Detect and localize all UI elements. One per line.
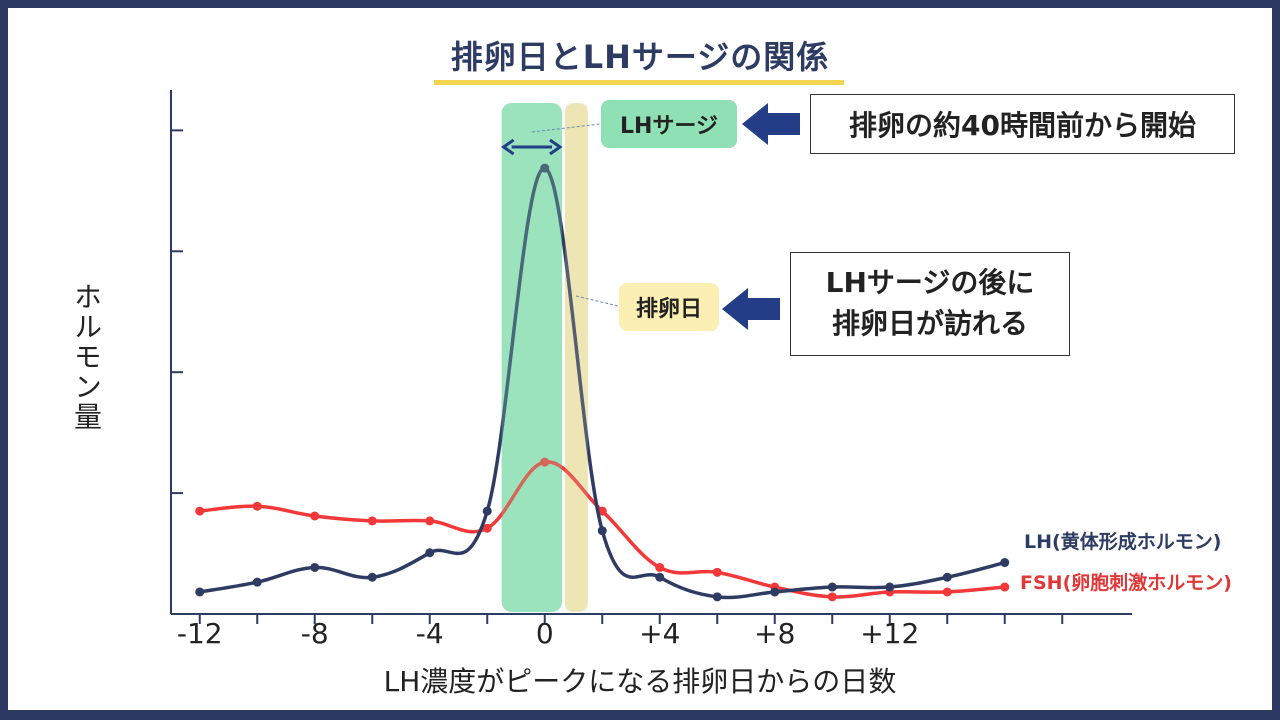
lh-point bbox=[770, 587, 780, 597]
legend-fsh: FSH(卵胞刺激ホルモン) bbox=[1020, 572, 1232, 594]
ovulation-day-tag: 排卵日 bbox=[619, 283, 719, 331]
annotation-layer bbox=[501, 103, 800, 330]
lh-point bbox=[310, 562, 320, 572]
fsh-point bbox=[310, 511, 320, 521]
lh-point bbox=[1000, 558, 1010, 568]
surge-note-arrow bbox=[742, 103, 800, 145]
fsh-point bbox=[195, 506, 205, 516]
title-underline bbox=[434, 80, 844, 85]
surge-band-overlay bbox=[501, 103, 562, 612]
ovulation-note-arrow bbox=[722, 288, 780, 330]
fsh-point bbox=[367, 516, 377, 526]
x-tick-label: +4 bbox=[639, 617, 681, 650]
lh-point bbox=[712, 592, 722, 602]
x-tick-label: -4 bbox=[415, 617, 444, 650]
y-axis-label: ホルモン量 bbox=[70, 282, 103, 432]
surge-timing-note: 排卵の約40時間前から開始 bbox=[810, 94, 1235, 154]
x-tick-label: +12 bbox=[860, 617, 920, 650]
x-tick-label: +8 bbox=[754, 617, 796, 650]
ovulation-timing-note: LHサージの後に 排卵日が訪れる bbox=[790, 252, 1070, 356]
bands-layer bbox=[501, 103, 588, 612]
x-tick-label: -8 bbox=[300, 617, 329, 650]
fsh-point bbox=[827, 592, 837, 602]
fsh-point bbox=[540, 457, 550, 467]
series-layer bbox=[195, 103, 1010, 612]
lh-point bbox=[942, 572, 952, 582]
lh-point bbox=[655, 572, 665, 582]
lh-point bbox=[425, 548, 435, 558]
fsh-point bbox=[425, 516, 435, 526]
legend-lh: LH(黄体形成ホルモン) bbox=[1024, 531, 1222, 553]
fsh-point bbox=[942, 587, 952, 597]
lh-point bbox=[195, 587, 205, 597]
note-line-2: 排卵日が訪れる bbox=[831, 307, 1028, 340]
lh-point bbox=[252, 577, 262, 587]
x-axis-label: LH濃度がピークになる排卵日からの日数 bbox=[383, 665, 897, 698]
surge-leader-line bbox=[531, 123, 601, 133]
lh-point bbox=[885, 582, 895, 592]
lh-point bbox=[367, 572, 377, 582]
arrow-head-right bbox=[549, 138, 563, 156]
fsh-point bbox=[655, 562, 665, 572]
arrow-head-left bbox=[501, 138, 515, 156]
page-title: 排卵日とLHサージの関係 bbox=[450, 38, 830, 76]
fsh-point bbox=[252, 501, 262, 511]
fsh-point bbox=[712, 567, 722, 577]
lh-surge-tag: LHサージ bbox=[601, 100, 737, 148]
x-tick-label: -12 bbox=[176, 617, 223, 650]
ovulation-leader-line bbox=[575, 295, 619, 307]
lh-point bbox=[482, 506, 492, 516]
lh-point bbox=[540, 163, 550, 173]
axes-layer bbox=[170, 90, 1132, 624]
lh-point bbox=[827, 582, 837, 592]
fsh-point bbox=[482, 523, 492, 533]
fsh-point bbox=[597, 506, 607, 516]
lh-surge-band bbox=[501, 103, 562, 612]
x-tick-label: 0 bbox=[535, 617, 554, 650]
ovulation-band-overlay bbox=[564, 103, 588, 612]
fsh-point bbox=[1000, 582, 1010, 592]
lh-point bbox=[597, 526, 607, 536]
note-line-1: LHサージの後に bbox=[825, 266, 1035, 300]
